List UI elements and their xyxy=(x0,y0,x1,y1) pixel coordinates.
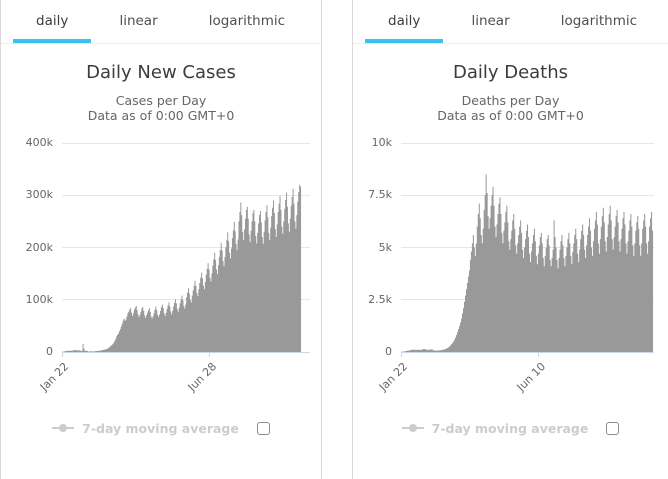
y-axis-label: 200k xyxy=(25,240,53,254)
legend-checkbox[interactable] xyxy=(606,421,620,435)
y-axis-label: 100k xyxy=(25,292,53,306)
chart-subtitle-line1: Cases per Day xyxy=(115,93,207,108)
chart-title: Daily New Cases xyxy=(86,62,236,83)
y-axis-label: 0 xyxy=(46,345,53,358)
chart-tabs: daily linear logarithmic xyxy=(1,0,321,44)
x-axis-label: Jan 22 xyxy=(37,360,72,394)
legend: 7-day moving average xyxy=(1,415,321,441)
chart-subtitle-line2: Data as of 0:00 GMT+0 xyxy=(87,108,235,123)
gridline xyxy=(401,247,654,248)
chart-tabs: daily linear logarithmic xyxy=(353,0,668,44)
chart-title: Daily Deaths xyxy=(452,62,569,83)
tab-linear[interactable]: linear xyxy=(119,13,158,29)
x-axis-tick xyxy=(61,353,63,357)
gridline xyxy=(401,299,654,301)
x-axis-line xyxy=(62,351,310,353)
legend: 7-day moving average xyxy=(353,415,668,441)
bars-series xyxy=(401,174,654,352)
x-axis-label: Jan 22 xyxy=(376,360,411,394)
y-axis-label: 10k xyxy=(371,136,392,149)
tab-daily[interactable]: daily xyxy=(13,0,92,43)
x-axis-line xyxy=(401,351,654,353)
legend-label[interactable]: 7-day moving average xyxy=(431,420,589,436)
legend-label[interactable]: 7-day moving average xyxy=(82,420,239,436)
gridline xyxy=(62,247,310,248)
tab-logarithmic[interactable]: logarithmic xyxy=(560,13,638,29)
tab-logarithmic[interactable]: logarithmic xyxy=(208,13,286,29)
y-axis-label: 2.5k xyxy=(368,292,392,306)
gridline xyxy=(62,194,310,196)
chart-subtitle: Deaths per Day Data as of 0:00 GMT+0 xyxy=(353,93,668,123)
tab-daily[interactable]: daily xyxy=(365,0,444,43)
x-axis-tick xyxy=(538,353,540,357)
y-axis-label: 0 xyxy=(385,345,392,358)
daily-new-cases-card: daily linear logarithmic Daily New Cases… xyxy=(0,0,322,479)
y-axis-label: 300k xyxy=(25,188,53,202)
tab-linear[interactable]: linear xyxy=(471,13,510,29)
y-axis-label: 400k xyxy=(25,136,53,149)
y-axis-label: 7.5k xyxy=(368,188,392,202)
chart-subtitle-line1: Deaths per Day xyxy=(461,93,560,108)
moving-average-marker-icon xyxy=(401,421,424,435)
bars-series xyxy=(62,184,302,352)
gridline xyxy=(401,194,654,196)
gridline xyxy=(62,299,310,301)
moving-average-marker-icon xyxy=(52,421,75,435)
legend-checkbox[interactable] xyxy=(256,421,270,435)
daily-deaths-card: daily linear logarithmic Daily Deaths De… xyxy=(352,0,668,479)
y-axis-label: 5k xyxy=(378,240,392,254)
x-axis-tick xyxy=(400,353,402,357)
gridline xyxy=(62,142,310,144)
chart-subtitle-line2: Data as of 0:00 GMT+0 xyxy=(437,108,584,123)
x-axis-tick xyxy=(209,353,210,357)
chart-subtitle: Cases per Day Data as of 0:00 GMT+0 xyxy=(1,93,321,123)
gridline xyxy=(401,142,654,144)
x-axis-label: Jun 28 xyxy=(184,360,219,394)
x-axis-label: Jun 10 xyxy=(514,360,549,394)
